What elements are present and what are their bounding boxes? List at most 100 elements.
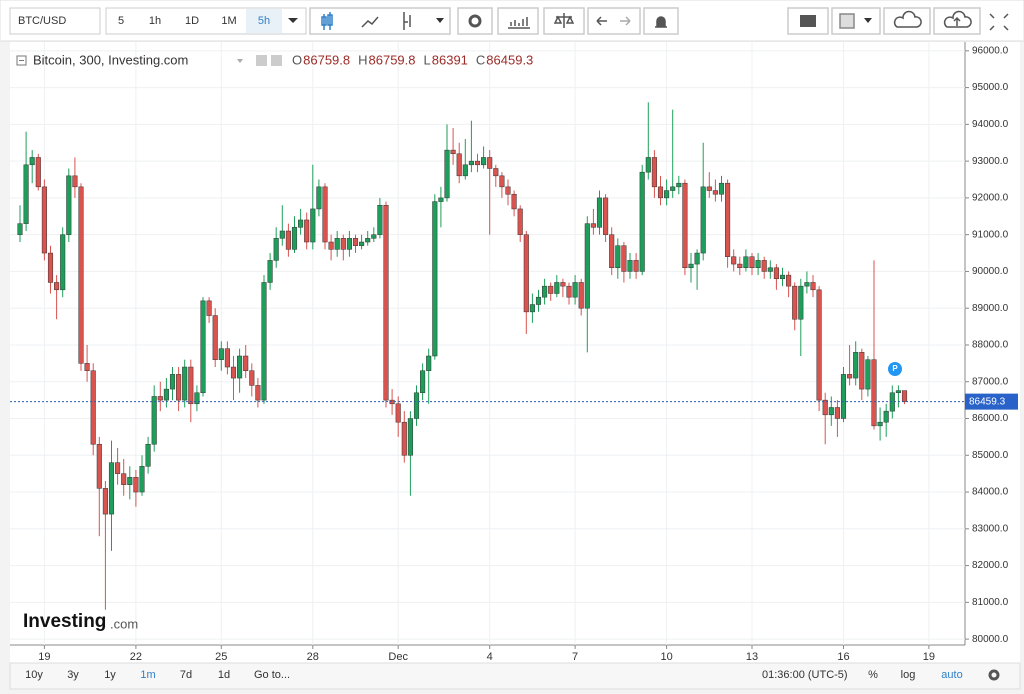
candle-body (664, 190, 670, 199)
color-icon[interactable] (839, 13, 855, 29)
range-button[interactable]: 1d (218, 669, 230, 681)
y-tick-label: 92000.0 (972, 193, 1009, 204)
interval-buttons: 5 1h 1D 1M 5h (105, 7, 307, 35)
axis-settings-icon[interactable] (988, 669, 1000, 681)
logo-suffix: .com (110, 616, 138, 631)
candle-body (590, 223, 596, 228)
drawing-box (831, 7, 881, 35)
dropdown-arrow[interactable] (288, 18, 298, 23)
candle-body (176, 374, 182, 401)
candle-body (596, 197, 603, 228)
y-tick-label: 86000.0 (972, 413, 1009, 424)
candle-body (291, 227, 298, 250)
alert-icon[interactable] (655, 16, 667, 28)
candle-body (182, 366, 188, 401)
grid (10, 42, 965, 645)
undo-icon[interactable] (596, 16, 607, 26)
legend-icon[interactable] (256, 55, 267, 66)
auto-button[interactable]: auto (941, 669, 962, 681)
symbol-box[interactable] (9, 7, 101, 35)
line-icon[interactable] (361, 16, 379, 28)
dropdown-arrow[interactable] (436, 18, 444, 23)
goto-button[interactable]: Go to... (254, 669, 290, 681)
candle-body (560, 282, 566, 287)
x-tick-label: 13 (746, 651, 758, 663)
candle-body (523, 234, 529, 313)
candle-body (157, 396, 163, 401)
interval[interactable]: 1h (149, 15, 161, 27)
last-price-label: 86459.3 (969, 396, 1006, 407)
undo-redo-box (587, 7, 641, 35)
ohlc-prefix: O (292, 52, 302, 67)
candle-body (35, 157, 41, 188)
candle-body (188, 366, 194, 405)
candle-body (255, 385, 261, 401)
candle-body (511, 193, 517, 210)
legend-arrow[interactable] (237, 59, 243, 63)
candle-body (603, 197, 609, 235)
candle-body (682, 182, 688, 269)
compare-icon[interactable] (553, 13, 575, 28)
candle-body (78, 186, 84, 364)
dropdown-arrow[interactable] (864, 18, 872, 23)
candle-body (761, 260, 767, 272)
camera-icon[interactable] (800, 15, 816, 27)
last-price-box (965, 393, 1018, 410)
y-tick-label: 83000.0 (972, 523, 1009, 534)
candle-body (847, 374, 853, 379)
candle-body (163, 388, 169, 401)
y-tick-label: 81000.0 (972, 597, 1009, 608)
price-axis (965, 42, 1020, 645)
ohlc-legend: O 86759.8 H 86759.8 L 86391 C 86459.3 (292, 52, 533, 67)
candle-body (316, 186, 322, 210)
event-marker[interactable] (888, 362, 902, 376)
cloud-save-icon[interactable] (943, 10, 972, 28)
bars-icon[interactable] (403, 12, 411, 30)
percent-button[interactable]: % (868, 669, 878, 681)
candle-body (121, 473, 127, 485)
collapse-icon[interactable] (16, 55, 27, 66)
candle-body (737, 263, 743, 269)
range-button[interactable]: 7d (180, 669, 192, 681)
candle-body (688, 263, 694, 269)
candle-body (395, 403, 401, 423)
ohlc-prefix: C (476, 52, 485, 67)
candle-body (731, 256, 737, 265)
interval[interactable]: 1D (185, 15, 199, 27)
candle-body (249, 370, 255, 386)
log-button[interactable]: log (901, 669, 916, 681)
candle-body (194, 392, 200, 405)
candle-body (639, 171, 645, 272)
candle-body (694, 252, 700, 265)
candle-body (767, 267, 773, 272)
candle-body (798, 285, 804, 320)
candle-body (359, 241, 365, 246)
candle-body (145, 443, 151, 467)
settings-icon[interactable] (468, 14, 482, 28)
range-button[interactable]: 10y (25, 669, 43, 681)
fullscreen-icon[interactable] (989, 13, 1009, 31)
candle-body (304, 219, 310, 243)
cloud-load-icon[interactable] (893, 10, 922, 28)
candle-body (822, 399, 828, 416)
candle-icon[interactable] (321, 12, 333, 30)
ohlc-prefix: H (358, 52, 367, 67)
range-button[interactable]: 1y (104, 669, 116, 681)
candle-body (243, 355, 249, 371)
legend-icon[interactable] (271, 55, 282, 66)
interval[interactable]: 5 (118, 15, 124, 27)
y-tick-label: 82000.0 (972, 560, 1009, 571)
candle-body (877, 421, 883, 427)
candle-body (212, 315, 218, 360)
interval[interactable]: 1M (221, 15, 236, 27)
candle-body (352, 238, 359, 246)
range-button[interactable]: 1m (140, 669, 155, 681)
redo-icon[interactable] (620, 16, 631, 26)
indicators-icon[interactable] (508, 17, 530, 29)
candle-body (481, 157, 487, 166)
y-tick-label: 90000.0 (972, 266, 1009, 277)
interval[interactable]: 5h (258, 15, 270, 27)
candle-body (792, 285, 798, 320)
range-button[interactable]: 3y (67, 669, 79, 681)
candle-body (853, 352, 859, 379)
